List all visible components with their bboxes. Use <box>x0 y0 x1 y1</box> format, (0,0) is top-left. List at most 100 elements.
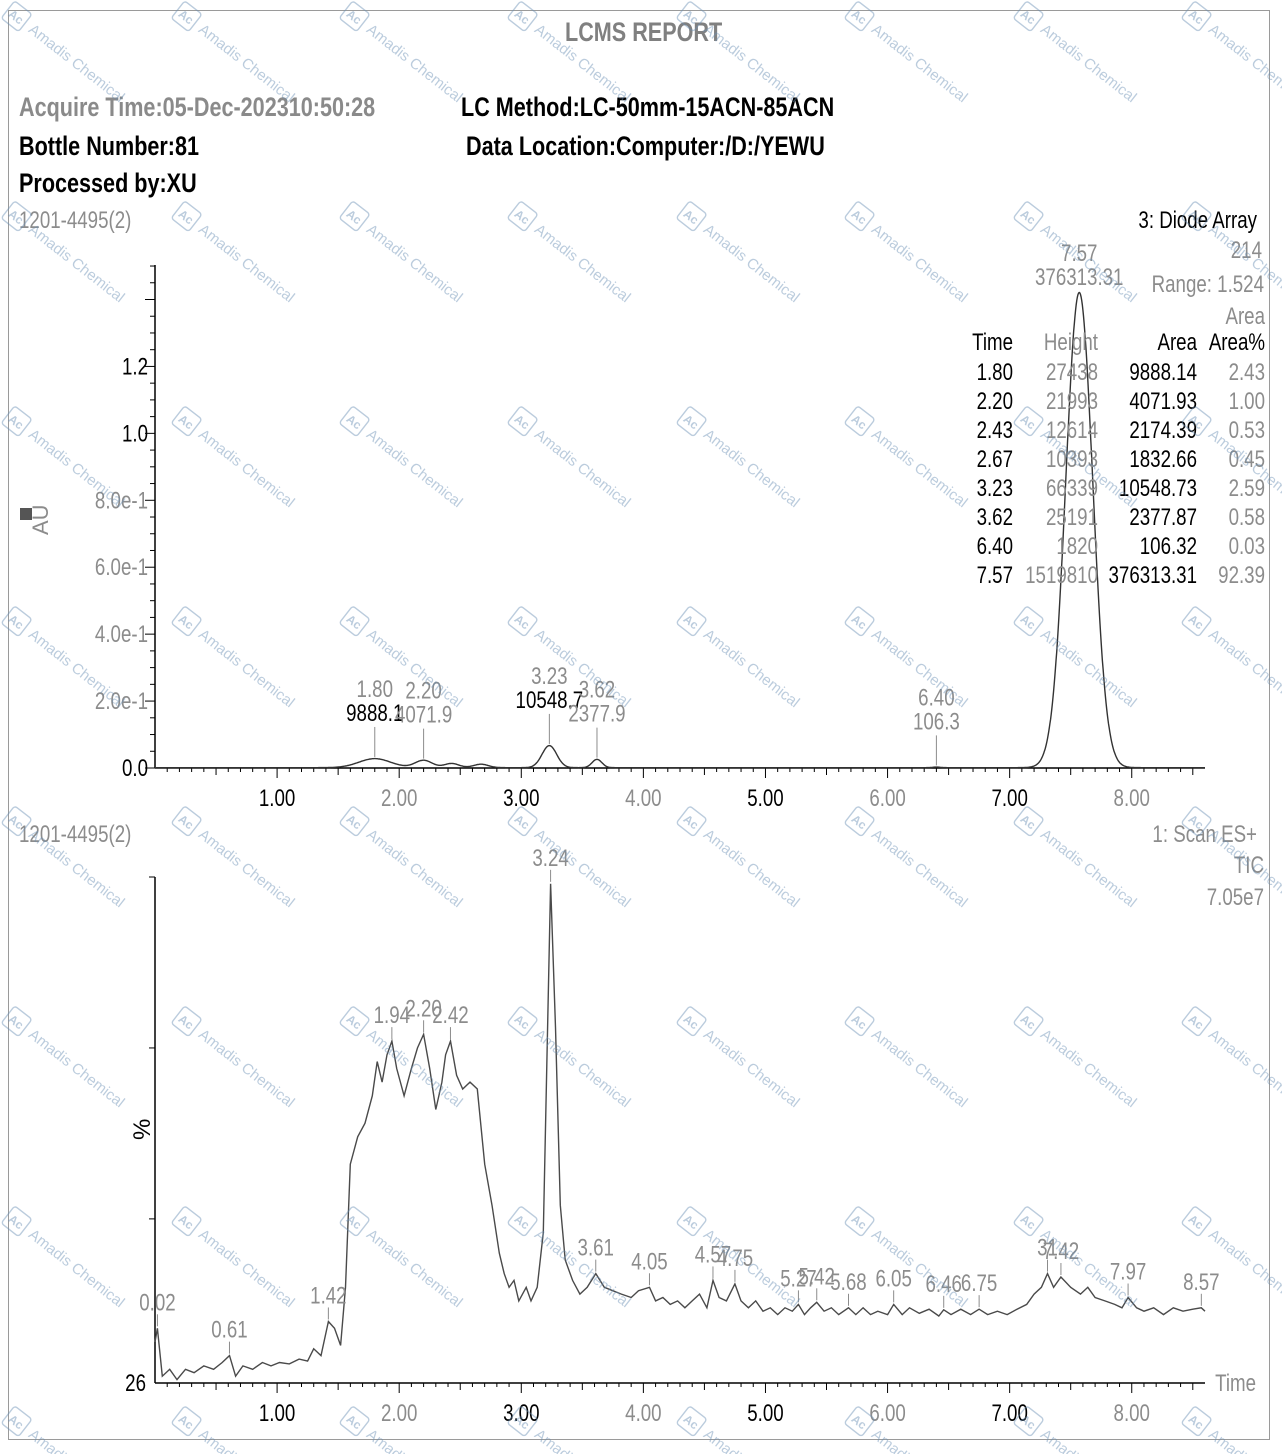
peak-table-cell: 27438 <box>1046 359 1098 386</box>
uv-x-tick-label-group: 3.00 <box>503 785 539 812</box>
peak-table-cell-group: 7.57 <box>977 562 1013 589</box>
uv-y-tick-label: 6.0e-1 <box>95 554 148 581</box>
uv-x-tick-label: 2.00 <box>381 785 417 812</box>
tic-y-min-label-group: 26 <box>125 1370 146 1397</box>
report-frame <box>8 10 1270 1440</box>
peak-table-column-header: Time <box>972 329 1013 356</box>
peak-table-column-header: Area <box>1157 329 1197 356</box>
uv-y-tick-label: 2.0e-1 <box>95 688 148 715</box>
peak-table-cell: 0.45 <box>1229 446 1265 473</box>
tic-peak-label-group: 5.68 <box>830 1269 866 1296</box>
peak-table-cell: 1519810 <box>1025 562 1098 589</box>
tic-x-tick-label: 4.00 <box>625 1400 661 1427</box>
watermark-text: Amadis Chemical <box>531 426 633 511</box>
watermark-logo-box <box>1013 1006 1044 1037</box>
uv-peak-area-label: 10548.7 <box>516 687 584 714</box>
watermark-logo-box <box>171 1 202 32</box>
watermark-logo-box <box>844 1406 875 1437</box>
tic-x-axis-title-group: Time <box>1215 1370 1256 1397</box>
watermark-logo-box <box>507 1006 538 1037</box>
watermark-logo-box <box>171 1406 202 1437</box>
tic-trace-label: TIC <box>1234 852 1264 879</box>
peak-table-cell-group: 1820 <box>1056 533 1098 560</box>
tic-peak-label: 3.61 <box>578 1234 614 1261</box>
peak-table-cell: 6.40 <box>977 533 1013 560</box>
peak-table-cell: 3.62 <box>977 504 1013 531</box>
uv-wavelength-label-group: 214 <box>1231 237 1262 264</box>
tic-x-tick-label-group: 7.00 <box>991 1400 1027 1427</box>
watermark-logo-box <box>171 406 202 437</box>
peak-table-cell-group: 1.80 <box>977 359 1013 386</box>
watermark-text: Amadis Chemical <box>363 826 465 911</box>
watermark-logo-box <box>844 406 875 437</box>
peak-table-cell-group: 2.20 <box>977 388 1013 415</box>
watermark-text: Amadis Chemical <box>25 221 127 306</box>
uv-peak-area-label-group: 106.3 <box>913 708 960 735</box>
tic-peak-label: 1.42 <box>310 1282 346 1309</box>
tic-x-tick-label: 1.00 <box>259 1400 295 1427</box>
watermark-text: Amadis Chemical <box>531 1426 633 1454</box>
peak-table-cell-group: 1.00 <box>1229 388 1265 415</box>
tic-peak-label: 5.42 <box>799 1263 835 1290</box>
watermark-text: Amadis Chemical <box>700 221 802 306</box>
uv-detector-label: 3: Diode Array <box>1138 207 1257 234</box>
tic-peak-label: 4.57 <box>695 1241 731 1268</box>
watermark-logo-box <box>171 806 202 837</box>
tic-peak-label-group: 6.46 <box>926 1271 962 1298</box>
tic-peak-label-group: 6.75 <box>961 1270 997 1297</box>
tic-x-tick-label-group: 5.00 <box>747 1400 783 1427</box>
tic-x-tick-label: 7.00 <box>991 1400 1027 1427</box>
uv-peak-time-label: 6.40 <box>918 684 954 711</box>
watermark-text: Amadis Chemical <box>531 221 633 306</box>
tic-peak-label-group: 2.42 <box>432 1002 468 1029</box>
peak-table-cell-group: 1832.66 <box>1129 446 1197 473</box>
tic-detector-label: 1: Scan ES+ <box>1152 821 1257 848</box>
watermark-text: Amadis Chemical <box>25 21 127 106</box>
uv-range-label: Range: 1.524 <box>1152 271 1264 298</box>
watermark-logo-box <box>339 1 370 32</box>
tic-peak-label: 0.61 <box>211 1316 247 1343</box>
uv-ylabel: AU <box>28 504 53 535</box>
au-legend-swatch <box>20 508 32 520</box>
uv-y-tick-label: 1.0 <box>122 420 148 447</box>
peak-table-cell-group: 3.23 <box>977 475 1013 502</box>
uv-peak-time-label-group: 7.57 <box>1061 240 1097 267</box>
watermark-logo-box <box>507 1 538 32</box>
uv-peak-area-label: 9888.1 <box>346 700 403 727</box>
uv-peak-time-label-group: 6.40 <box>918 684 954 711</box>
uv-sample-id-group: 1201-4495(2) <box>19 207 131 234</box>
watermark-text: Amadis Chemical <box>1205 1026 1282 1111</box>
uv-peak-time-label: 1.80 <box>357 676 393 703</box>
tic-peak-label-group: 1.42 <box>310 1282 346 1309</box>
peak-table-cell: 92.39 <box>1218 562 1265 589</box>
peak-table-cell: 0.03 <box>1229 533 1265 560</box>
uv-x-tick-label-group: 1.00 <box>259 785 295 812</box>
peak-table-area-header: Area <box>1225 303 1265 330</box>
tic-peak-label: 5.68 <box>830 1269 866 1296</box>
peak-table-cell-group: 1519810 <box>1025 562 1098 589</box>
watermark-text: Amadis Chemical <box>868 426 970 511</box>
uv-x-tick-label-group: 7.00 <box>991 785 1027 812</box>
watermark-text: Amadis Chemical <box>195 426 297 511</box>
uv-peak-area-label-group: 376313.31 <box>1035 264 1123 291</box>
watermark-logo-box <box>844 606 875 637</box>
tic-peak-label-group: 0.61 <box>211 1316 247 1343</box>
peak-table-cell-group: 10393 <box>1046 446 1098 473</box>
watermark-logo-box <box>1013 806 1044 837</box>
watermark-logo-box <box>171 201 202 232</box>
uv-peak-area-label-group: 9888.1 <box>346 700 403 727</box>
tic-peak-label: 5.27 <box>780 1265 816 1292</box>
peak-table-column-header-group: Area <box>1157 329 1197 356</box>
uv-y-tick-label: 4.0e-1 <box>95 621 148 648</box>
